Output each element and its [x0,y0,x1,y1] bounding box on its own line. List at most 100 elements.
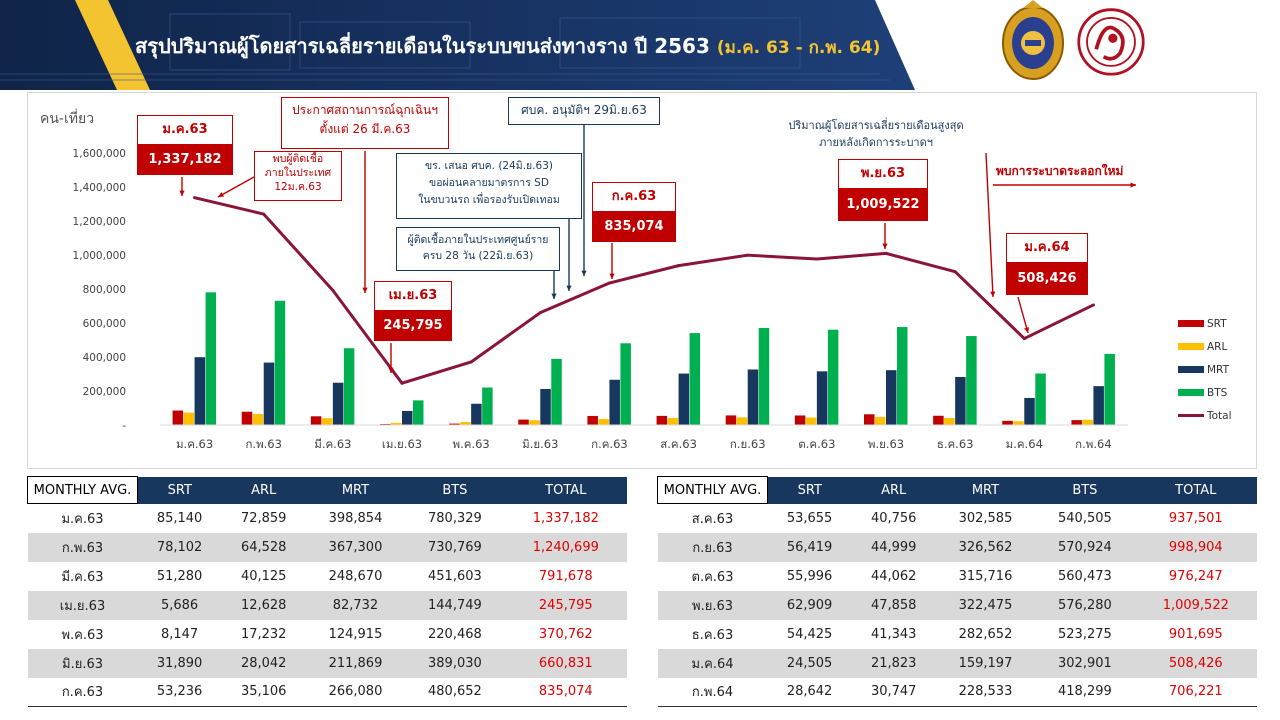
row-value-cell: 28,042 [221,648,306,678]
row-total-cell: 976,247 [1168,568,1223,584]
row-value-cell: 315,716 [958,568,1013,584]
bar-arl [1082,419,1093,425]
note-emergency-text: ประกาศสถานการณ์ฉุกเฉินฯ ตั้งแต่ 26 มี.ค.… [292,103,438,137]
title-subtitle: (ม.ค. 63 - ก.พ. 64) [716,38,881,58]
bar-mrt [678,373,690,425]
bar-srt [725,415,737,425]
row-value-cell: 53,236 [137,677,222,707]
row-value-cell: 24,505 [767,648,852,678]
total-point [815,257,819,261]
table-left-body: ม.ค.63 85,140 72,859 398,854 780,329 1,337,18… [27,504,628,707]
arrow-new-wave-right-head [1130,182,1136,188]
note-sd-relax: ขร. เสนอ ศบค. (24มิ.ย.63) ขอผ่อนคลายมาตร… [396,153,582,219]
row-total-cell: 660,831 [504,648,627,678]
row-value-cell: 322,475 [935,590,1036,620]
row-value-cell: 5,686 [137,590,222,620]
bar-srt [518,419,529,425]
bar-bts [551,358,562,425]
bar-mrt [747,369,759,425]
total-point [607,281,611,285]
y-tick-label: 600,000 [83,318,126,330]
arrow-jan64-head [1024,327,1030,333]
total-point [1091,303,1095,307]
bar-mrt [816,371,828,425]
row-month-cell: ม.ค.63 [61,511,104,527]
table-row: พ.ย.63 62,909 47,858 322,475 576,280 1,009,52… [657,590,1257,620]
total-point [331,288,335,292]
chart-legend: SRT ARL MRT BTS Total [1178,312,1232,427]
row-value-cell: 570,924 [1035,532,1135,562]
legend-item-mrt: MRT [1178,358,1232,381]
row-month-cell: มิ.ย.63 [27,648,138,678]
note-sd-relax-text: ขร. เสนอ ศบค. (24มิ.ย.63) ขอผ่อนคลายมาตร… [418,160,560,206]
row-value-cell: 85,140 [156,510,203,526]
bar-bts [1104,353,1115,425]
x-tick-label: ก.ย.63 [730,437,766,451]
callout-nov63-label: พ.ย.63 [838,159,928,189]
x-tick-label: ก.ค.63 [591,437,628,451]
legend-label-bts: BTS [1207,386,1228,399]
row-value-cell: 124,915 [328,626,383,642]
table-row: พ.ค.63 8,147 17,232 124,915 220,468 370,762 [28,620,628,649]
bar-srt [794,415,806,425]
bar-arl [460,422,471,425]
bar-srt [933,415,944,425]
row-value-cell: 398,854 [328,510,383,526]
table-row: ม.ค.64 24,505 21,823 159,197 302,901 508,426 [657,648,1257,678]
row-month-cell: พ.ย.63 [657,590,768,620]
bar-arl [944,417,955,425]
arrow-jul63-head [609,273,615,279]
chart-frame: คน-เที่ยว - 200,000 400,000 600,000 800,000 1,… [27,92,1257,469]
row-total-cell: 1,009,522 [1134,590,1257,620]
arrow-sd-relax-head [566,285,572,291]
bar-bts [897,327,908,425]
table-left-header: MONTHLY AVG. SRT ARL MRT BTS TOTAL [27,476,627,504]
legend-item-arl: ARL [1178,335,1232,358]
total-point [677,264,681,268]
row-total-cell: 245,795 [504,590,627,620]
note-peak: ปริมาณผู้โดยสารเฉลี่ยรายเดือนสูงสุด ภายห… [778,117,974,151]
table-left-col-arl: ARL [221,476,306,504]
bar-srt [864,414,875,425]
bar-srt [1071,420,1082,425]
row-total-cell: 835,074 [504,677,627,707]
callout-jul63-value: 835,074 [592,212,676,242]
legend-item-total: Total [1178,404,1232,427]
x-tick-label: ม.ค.64 [1006,437,1043,451]
row-value-cell: 211,869 [305,648,406,678]
bar-mrt [955,376,966,425]
row-value-cell: 12,628 [221,590,306,620]
row-value-cell: 62,909 [767,590,852,620]
bar-bts [620,343,631,425]
arrow-cabinet-head [581,270,587,276]
bar-srt [587,415,598,425]
arrow-emergency-head [362,287,368,293]
row-value-cell: 44,062 [870,568,917,584]
bar-arl [805,417,817,425]
callout-nov63-value: 1,009,522 [838,189,928,221]
total-point [953,270,957,274]
row-value-cell: 72,859 [240,510,287,526]
callout-jul63-label-text: ก.ค.63 [611,189,657,204]
x-tick-label: ก.พ.63 [245,437,282,451]
x-tick-label: มิ.ย.63 [522,437,558,451]
y-tick-label: 1,200,000 [73,216,126,228]
page-title: สรุปปริมาณผู้โดยสารเฉลี่ยรายเดือนในระบบข… [135,30,880,62]
total-line [194,196,1095,385]
x-tick-label: มี.ค.63 [314,437,351,451]
row-month-cell: ก.พ.63 [27,532,138,562]
bar-arl [667,418,679,425]
note-first-case: พบผู้ติดเชื้อ ภายในประเทศ 12ม.ค.63 [254,151,342,201]
row-month-cell: ธ.ค.63 [691,627,734,643]
bar-mrt [886,370,897,425]
note-first-case-text: พบผู้ติดเชื้อ ภายในประเทศ 12ม.ค.63 [264,153,332,194]
row-value-cell: 326,562 [935,532,1036,562]
total-point [746,253,750,257]
bar-srt [449,423,460,425]
bar-arl [391,422,402,425]
row-total-cell: 1,240,699 [504,532,627,562]
note-new-wave-text: พบการระบาดระลอกใหม่ [996,164,1124,178]
bar-bts [758,327,770,425]
row-month-cell: พ.ค.63 [61,627,104,643]
row-value-cell: 8,147 [160,626,199,642]
